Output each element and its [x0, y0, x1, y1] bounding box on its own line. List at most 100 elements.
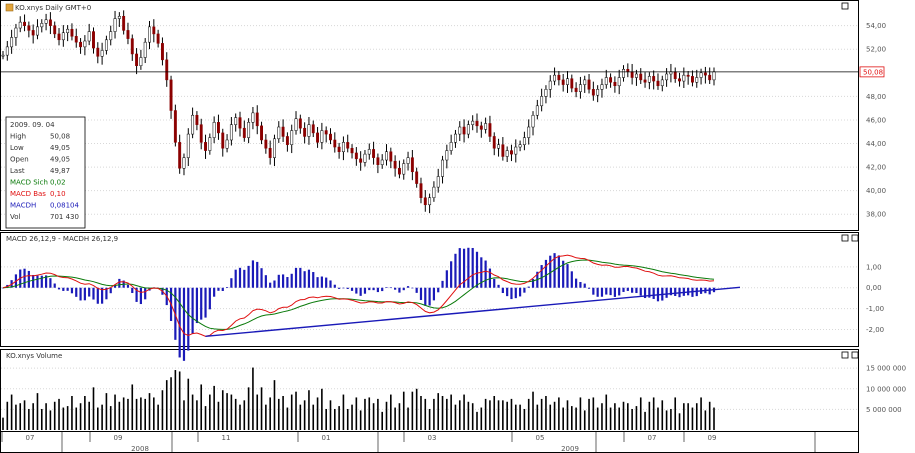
macd-tick-label: 1,00 — [866, 263, 882, 271]
candle-body — [535, 105, 539, 116]
volume-bar — [316, 397, 319, 430]
candle-body — [544, 89, 548, 97]
candle-body — [61, 32, 65, 41]
candle-body — [182, 157, 186, 169]
candle-body — [410, 157, 414, 173]
candle-body — [699, 72, 703, 78]
candle-body — [712, 71, 716, 81]
volume-bar — [351, 404, 353, 430]
maximize-icon[interactable] — [841, 2, 849, 10]
price-tick-label: 38,00 — [866, 211, 886, 219]
volume-tick-label: 10 000 000 — [866, 385, 906, 393]
price-line-label: 50,08 — [863, 68, 883, 76]
chart-logo-icon — [5, 3, 14, 12]
candle-body — [557, 74, 561, 81]
candle-body — [14, 27, 18, 38]
macdh-bar — [273, 280, 276, 288]
candle-body — [497, 144, 500, 149]
macdh-bar — [329, 280, 332, 288]
volume-bar — [217, 401, 220, 430]
candle-body — [665, 73, 669, 81]
volume-bar — [282, 396, 284, 430]
info-row-value: 0,10 — [50, 190, 66, 198]
volume-bar — [497, 400, 500, 430]
volume-bar — [36, 393, 39, 430]
volume-bar — [75, 407, 78, 430]
volume-bar — [127, 398, 129, 430]
square-icon[interactable] — [851, 351, 859, 359]
macdh-bar — [221, 287, 224, 291]
candle-body — [341, 142, 345, 153]
volume-bar — [407, 407, 409, 430]
square-icon[interactable] — [851, 234, 859, 242]
volume-bar — [635, 406, 638, 430]
candle-body — [492, 136, 496, 149]
macdh-bar — [187, 287, 190, 351]
volume-bar — [170, 377, 172, 430]
volume-bar — [390, 394, 392, 430]
macdh-bar — [281, 274, 285, 288]
candle-body — [1, 54, 5, 57]
macdh-bar — [708, 287, 711, 295]
volume-bar — [484, 398, 487, 430]
macdh-bar — [643, 287, 647, 299]
macdh-bar — [96, 287, 99, 304]
candle-body — [393, 160, 397, 169]
candle-body — [10, 37, 14, 48]
candle-body — [204, 142, 207, 151]
candle-body — [57, 33, 61, 41]
macdh-bar — [631, 287, 634, 293]
macdh-bar — [70, 287, 74, 294]
volume-bar — [489, 400, 491, 430]
macdh-bar — [445, 270, 448, 288]
candle-body — [217, 122, 220, 134]
macdh-bar — [53, 283, 56, 288]
candle-body — [436, 176, 440, 188]
macdh-bar — [27, 270, 30, 288]
macdh-bar — [303, 271, 306, 288]
candle-body — [609, 77, 613, 83]
candle-body — [208, 137, 212, 151]
candle-body — [191, 114, 195, 135]
info-row-label: Low — [10, 144, 24, 152]
macdh-bar — [195, 287, 199, 324]
macdh-bar — [523, 287, 526, 293]
volume-bar — [200, 384, 203, 430]
volume-bar — [549, 404, 552, 430]
macdh-bar — [583, 283, 586, 288]
candle-body — [505, 150, 509, 157]
x-axis-year: 2009 — [561, 445, 579, 453]
macdh-bar — [40, 275, 43, 288]
candle-body — [708, 74, 712, 81]
volume-bar — [45, 403, 47, 430]
price-title: KO.xnys Daily GMT+0 — [15, 4, 91, 12]
volume-bar — [359, 410, 362, 430]
volume-bar — [583, 410, 586, 430]
maximize-icon[interactable] — [841, 234, 849, 242]
volume-bar — [269, 397, 271, 430]
volume-bar — [329, 400, 332, 430]
macdh-bar — [441, 280, 444, 288]
candle-body — [329, 133, 332, 141]
volume-bar — [157, 404, 159, 430]
candle-body — [522, 137, 526, 145]
macdh-bar — [299, 267, 302, 288]
macdh-bar — [191, 287, 194, 334]
macdh-bar — [618, 287, 621, 296]
volume-bar — [62, 407, 65, 430]
volume-bar — [433, 398, 435, 430]
candle-body — [212, 122, 216, 138]
macdh-bar — [225, 287, 229, 288]
volume-bar — [394, 407, 396, 430]
price-tick-label: 48,00 — [866, 93, 886, 101]
candle-body — [273, 138, 276, 158]
volume-bar — [364, 398, 366, 430]
maximize-icon[interactable] — [841, 351, 849, 359]
macdh-bar — [144, 287, 147, 300]
volume-bar — [661, 400, 664, 430]
candle-body — [281, 126, 285, 137]
macdh-bar — [394, 287, 397, 290]
candle-body — [454, 133, 457, 143]
volume-bar — [290, 394, 293, 430]
macdh-bar — [501, 287, 504, 294]
